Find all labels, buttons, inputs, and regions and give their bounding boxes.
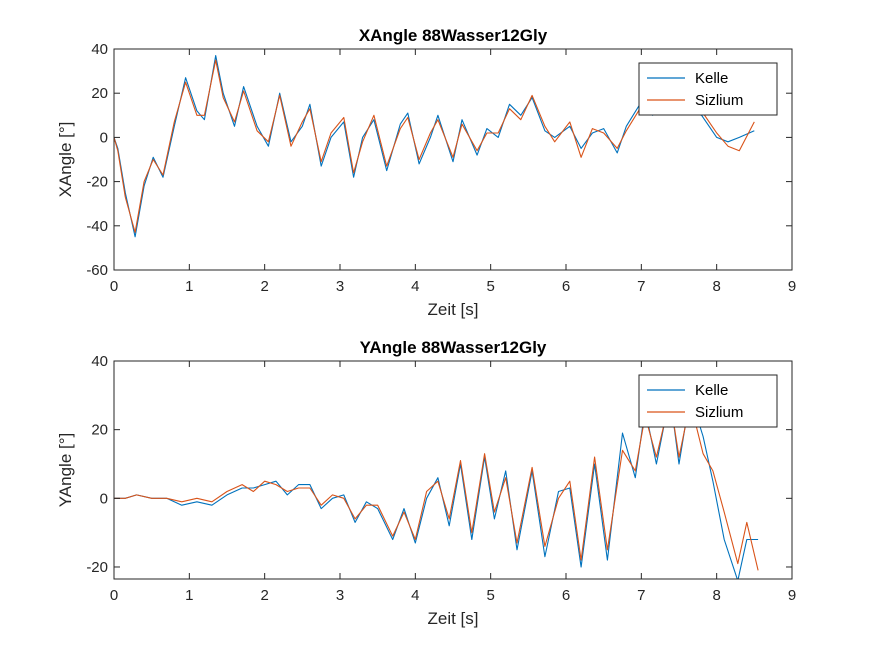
legend-label-sizlium: Sizlium [695, 404, 743, 421]
y-tick-label: 0 [100, 129, 108, 146]
x-tick-label: 4 [411, 278, 419, 295]
legend-box [638, 62, 778, 116]
x-tick-label: 9 [788, 587, 796, 604]
legend: Kelle Sizlium [638, 374, 778, 428]
axes-box [113, 360, 793, 580]
chart-panel-1: 0 1 2 3 4 5 6 7 8 9 -60 -40 -20 0 20 40 XAngle 88Wasser1… [56, 26, 796, 319]
series-line-sizlium [114, 398, 759, 571]
x-tick-label: 2 [260, 278, 268, 295]
x-tick-label: 7 [637, 587, 645, 604]
x-tick-label: 9 [788, 278, 796, 295]
y-tick-label: -40 [86, 218, 108, 235]
x-tick-label: 3 [336, 278, 344, 295]
legend-label-kelle: Kelle [695, 382, 728, 399]
y-tick-label: -60 [86, 262, 108, 279]
series-line-kelle [114, 55, 755, 238]
y-axis-label: YAngle [°] [56, 433, 75, 508]
y-tick-label: 20 [91, 422, 108, 439]
axes-box [113, 48, 793, 271]
series-line-sizlium [114, 59, 755, 233]
legend-label-sizlium: Sizlium [695, 92, 743, 109]
x-tick-label: 1 [185, 587, 193, 604]
x-axis-label: Zeit [s] [427, 609, 478, 628]
x-tick-label: 0 [110, 587, 118, 604]
y-tick-label: 40 [91, 41, 108, 58]
x-tick-label: 0 [110, 278, 118, 295]
y-axis-label: XAngle [°] [56, 122, 75, 198]
x-tick-label: 6 [562, 278, 570, 295]
x-tick-label: 6 [562, 587, 570, 604]
y-tick-label: -20 [86, 174, 108, 191]
x-tick-label: 5 [486, 278, 494, 295]
chart-title: XAngle 88Wasser12Gly [359, 26, 548, 45]
y-tick-label: -20 [86, 559, 108, 576]
legend-box [638, 374, 778, 428]
y-tick-label: 40 [91, 353, 108, 370]
legend-label-kelle: Kelle [695, 70, 728, 87]
x-tick-label: 1 [185, 278, 193, 295]
x-tick-label: 8 [712, 278, 720, 295]
x-tick-label: 7 [637, 278, 645, 295]
x-tick-label: 4 [411, 587, 419, 604]
y-tick-label: 20 [91, 85, 108, 102]
x-axis-label: Zeit [s] [427, 300, 478, 319]
x-tick-label: 5 [486, 587, 494, 604]
x-tick-label: 2 [260, 587, 268, 604]
x-tick-label: 3 [336, 587, 344, 604]
y-tick-label: 0 [100, 490, 108, 507]
chart-title: YAngle 88Wasser12Gly [360, 338, 547, 357]
legend: Kelle Sizlium [638, 62, 778, 116]
x-tick-label: 8 [712, 587, 720, 604]
